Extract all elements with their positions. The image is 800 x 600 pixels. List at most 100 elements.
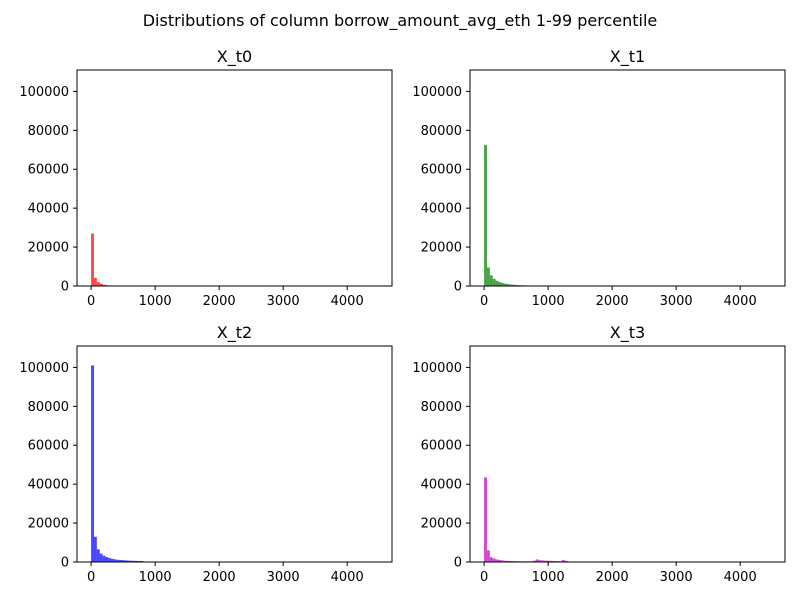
histogram-bar: [501, 283, 505, 286]
histogram-bar: [93, 277, 97, 286]
panel-x-t1: X_t1 0 1000 2000 3000 4000020000400006000080…: [412, 47, 786, 309]
histogram-bar: [492, 558, 496, 562]
histogram-bar: [105, 557, 109, 562]
histogram-bar: [91, 365, 94, 562]
x-tick-label: 3000: [660, 294, 693, 309]
x-tick-label: 3000: [660, 570, 693, 585]
histogram-bar: [538, 560, 542, 562]
y-tick-label: 60000: [28, 439, 69, 454]
y-tick-label: 100000: [412, 361, 462, 376]
y-tick-label: 80000: [28, 124, 69, 139]
y-tick-label: 60000: [28, 163, 69, 178]
x-tick-label: 2000: [596, 570, 629, 585]
axes-frame: [76, 69, 393, 287]
x-tick-label: 0: [87, 570, 95, 585]
histogram-bar: [495, 559, 499, 562]
y-tick-label: 0: [61, 556, 69, 571]
histogram-bar: [96, 549, 100, 562]
histogram-bar: [102, 284, 106, 286]
x-tick-label: 2000: [203, 570, 236, 585]
panel-title: X_t1: [610, 47, 645, 67]
panel-title: X_t0: [217, 47, 252, 67]
histogram-bar: [128, 560, 132, 562]
y-tick-label: 40000: [28, 202, 69, 217]
panel-x-t2: X_t2 0 1000 2000 3000 4000020000400006000080…: [19, 323, 393, 585]
y-tick-label: 20000: [421, 517, 462, 532]
x-tick-label: 4000: [724, 570, 757, 585]
axes-frame: [76, 345, 393, 563]
histogram-bar: [504, 283, 508, 286]
y-tick-label: 0: [454, 280, 462, 295]
y-tick-label: 80000: [28, 400, 69, 415]
histogram-bar: [507, 560, 511, 562]
histogram-bar: [93, 536, 97, 562]
histogram-bar: [122, 560, 126, 562]
y-tick-label: 20000: [28, 241, 69, 256]
histogram-bar: [492, 278, 496, 286]
x-tick-label: 1000: [139, 294, 172, 309]
histogram-bar: [99, 283, 103, 286]
y-tick-label: 0: [454, 556, 462, 571]
histogram-bar: [134, 560, 138, 562]
histogram-bar: [114, 559, 118, 562]
x-tick-label: 0: [480, 294, 488, 309]
histogram-bar: [510, 284, 513, 286]
histogram-bar: [561, 560, 565, 562]
histogram-bar: [108, 558, 112, 562]
y-tick-label: 20000: [28, 517, 69, 532]
x-tick-label: 2000: [596, 294, 629, 309]
histogram-bar: [117, 559, 120, 562]
histogram-bar: [131, 560, 135, 562]
histogram-bar: [99, 553, 103, 562]
histogram-bar: [498, 282, 502, 286]
x-tick-label: 2000: [203, 294, 236, 309]
histogram-bar: [484, 144, 487, 286]
histogram-bar: [564, 560, 568, 562]
histogram-bar: [507, 284, 511, 286]
y-tick-label: 60000: [421, 163, 462, 178]
histogram-bar: [535, 559, 539, 562]
histogram-bar: [119, 560, 123, 562]
x-tick-label: 3000: [267, 294, 300, 309]
axes-frame: [469, 69, 786, 287]
y-tick-label: 20000: [421, 241, 462, 256]
x-tick-label: 1000: [139, 570, 172, 585]
y-tick-label: 80000: [421, 400, 462, 415]
x-tick-label: 4000: [331, 294, 364, 309]
histogram-bar: [102, 555, 106, 562]
histogram-bar: [495, 280, 499, 286]
x-tick-label: 1000: [532, 570, 565, 585]
x-tick-label: 3000: [267, 570, 300, 585]
panel-title: X_t3: [610, 323, 645, 343]
histogram-bar: [550, 560, 554, 562]
histogram-bar: [498, 560, 502, 562]
x-tick-label: 4000: [331, 570, 364, 585]
axes-frame: [469, 345, 786, 563]
y-tick-label: 100000: [412, 85, 462, 100]
x-tick-label: 0: [87, 294, 95, 309]
histogram-bar: [544, 560, 548, 562]
x-tick-label: 4000: [724, 294, 757, 309]
histogram-bar: [512, 284, 516, 286]
histogram-bar: [547, 560, 551, 562]
histogram-bar: [137, 560, 141, 562]
x-tick-label: 0: [480, 570, 488, 585]
histogram-bar: [486, 267, 490, 286]
y-tick-label: 40000: [28, 478, 69, 493]
panel-x-t0: X_t0 0 1000 2000 3000 4000020000400006000080…: [19, 47, 393, 309]
histogram-bar: [501, 560, 505, 562]
y-tick-label: 100000: [19, 85, 69, 100]
y-tick-label: 80000: [421, 124, 462, 139]
x-tick-label: 1000: [532, 294, 565, 309]
histogram-bar: [96, 282, 100, 286]
y-tick-label: 60000: [421, 439, 462, 454]
histogram-bar: [489, 275, 493, 286]
histogram-bar: [111, 558, 115, 562]
histogram-bar: [486, 550, 490, 562]
y-tick-label: 0: [61, 280, 69, 295]
histogram-bar: [91, 233, 94, 286]
histogram-bar: [489, 557, 493, 562]
histogram-bar: [484, 477, 487, 562]
figure-title: Distributions of column borrow_amount_av…: [143, 11, 658, 31]
